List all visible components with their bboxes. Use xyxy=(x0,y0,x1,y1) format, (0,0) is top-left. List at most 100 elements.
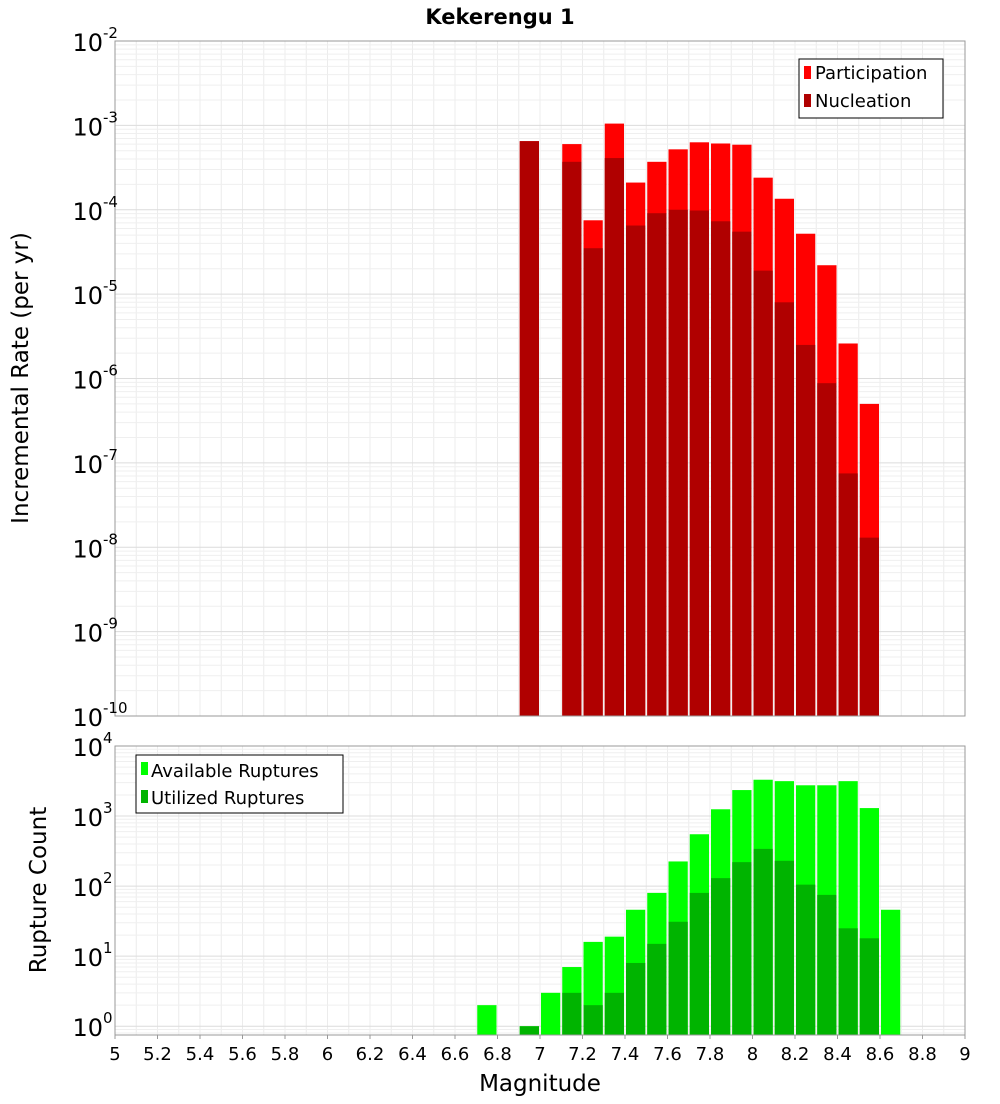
plot2-bar-utilized-ruptures xyxy=(668,921,688,1035)
ytick-exponent: -6 xyxy=(103,362,118,380)
legend-label-available: Available Ruptures xyxy=(151,761,319,782)
xtick-label: 6.2 xyxy=(356,1044,385,1065)
xtick-label: 7 xyxy=(534,1044,545,1065)
plot2-bar-utilized-ruptures xyxy=(711,878,731,1035)
ytick-base: 10 xyxy=(72,734,103,762)
plot2-bar-utilized-ruptures xyxy=(583,1005,603,1035)
xtick-label: 5.4 xyxy=(186,1044,215,1065)
plot2-bar-available-ruptures xyxy=(881,909,901,1035)
plot1-legend: Participation Nucleation xyxy=(798,58,944,119)
plot2-bar-utilized-ruptures xyxy=(604,992,624,1035)
legend-label-nucleation: Nucleation xyxy=(815,91,911,112)
plot1-bar-nucleation xyxy=(562,161,582,716)
plot1-ytick-label: 10 -9 xyxy=(72,615,118,648)
plot1-ytick-label: 10 -2 xyxy=(72,24,118,57)
xtick-label: 6.4 xyxy=(398,1044,427,1065)
ytick-exponent: 3 xyxy=(103,799,113,817)
ytick-base: 10 xyxy=(72,198,103,226)
plot1-bar-nucleation xyxy=(647,213,667,717)
ytick-exponent: 0 xyxy=(103,1009,113,1027)
ytick-base: 10 xyxy=(72,282,103,310)
xtick-label: 8.6 xyxy=(866,1044,895,1065)
ytick-exponent: -7 xyxy=(103,446,118,464)
ytick-exponent: -8 xyxy=(103,530,118,548)
plot2-ytick-label: 10 1 xyxy=(72,939,112,972)
plot2-bar-utilized-ruptures xyxy=(689,892,709,1035)
plot2-bar-utilized-ruptures xyxy=(562,992,582,1035)
plot2-bar-utilized-ruptures xyxy=(817,894,837,1035)
plot2-y-axis-label: Rupture Count xyxy=(26,807,52,973)
plot2-bar-utilized-ruptures xyxy=(838,928,858,1035)
xtick-label: 6.6 xyxy=(441,1044,470,1065)
plot1-bar-nucleation xyxy=(689,210,709,716)
plot2-bar-utilized-ruptures xyxy=(774,860,794,1035)
plot1-bar-nucleation xyxy=(604,158,624,716)
plot1-ytick-label: 10 -8 xyxy=(72,530,118,563)
plot2-legend-box xyxy=(135,754,344,814)
plot1-ytick-label: 10 -4 xyxy=(72,193,118,226)
plot2-ytick-label: 10 3 xyxy=(72,799,112,832)
xtick-label: 8.8 xyxy=(908,1044,937,1065)
plot1-bar-nucleation xyxy=(796,344,816,716)
legend-label-utilized: Utilized Ruptures xyxy=(151,788,304,809)
plot2-bar-utilized-ruptures xyxy=(753,848,773,1035)
plot1-ytick-label: 10 -7 xyxy=(72,446,118,479)
plot2-bar-utilized-ruptures xyxy=(626,962,646,1035)
xtick-label: 8 xyxy=(747,1044,758,1065)
plot1-legend-box xyxy=(798,58,944,119)
plot1-bar-nucleation xyxy=(732,231,752,716)
legend-swatch-available xyxy=(141,762,148,775)
ytick-base: 10 xyxy=(72,704,103,732)
plot1-ytick-label: 10 -5 xyxy=(72,277,118,310)
plot1-ytick-label: 10 -6 xyxy=(72,362,118,395)
ytick-exponent: -4 xyxy=(103,193,118,211)
ytick-base: 10 xyxy=(72,944,103,972)
plot1-bar-nucleation xyxy=(838,473,858,716)
plot1-frame xyxy=(114,40,966,717)
plot1-y-axis-label: Incremental Rate (per yr) xyxy=(8,232,34,524)
ytick-exponent: -9 xyxy=(103,615,118,633)
plot1-bar-nucleation xyxy=(519,141,539,717)
xtick-label: 8.4 xyxy=(823,1044,852,1065)
plot2-bar-utilized-ruptures xyxy=(647,943,667,1035)
legend-swatch-participation xyxy=(804,66,811,79)
plot2-ytick-label: 10 2 xyxy=(72,869,112,902)
xtick-label: 7.8 xyxy=(696,1044,725,1065)
plot2-bar-utilized-ruptures xyxy=(732,862,752,1035)
legend-swatch-nucleation xyxy=(804,94,811,107)
plot1-bar-nucleation xyxy=(626,225,646,716)
plot2-bar-available-ruptures xyxy=(541,992,561,1035)
ytick-exponent: 1 xyxy=(103,939,113,957)
ytick-base: 10 xyxy=(72,1014,103,1042)
ytick-base: 10 xyxy=(72,113,103,141)
ytick-base: 10 xyxy=(72,804,103,832)
plot2-legend: Available Ruptures Utilized Ruptures xyxy=(135,754,344,814)
ytick-exponent: -10 xyxy=(103,699,128,717)
xtick-label: 9 xyxy=(959,1044,970,1065)
plot1-bar-nucleation xyxy=(668,209,688,716)
ytick-base: 10 xyxy=(72,367,103,395)
plot1-bar-nucleation xyxy=(774,302,794,716)
plot2-ytick-label: 10 4 xyxy=(72,729,112,762)
ytick-base: 10 xyxy=(72,874,103,902)
ytick-base: 10 xyxy=(72,451,103,479)
xtick-label: 7.4 xyxy=(611,1044,640,1065)
plot1-bar-nucleation xyxy=(711,221,731,716)
xtick-label: 5.8 xyxy=(271,1044,300,1065)
plot1-bar-nucleation xyxy=(583,248,603,717)
ytick-base: 10 xyxy=(72,29,103,57)
xtick-label: 7.2 xyxy=(568,1044,597,1065)
xtick-label: 6.8 xyxy=(483,1044,512,1065)
plot2-ytick-label: 10 0 xyxy=(72,1009,112,1042)
ytick-exponent: -5 xyxy=(103,277,118,295)
legend-label-participation: Participation xyxy=(815,63,927,84)
plot1-bar-nucleation xyxy=(859,537,879,716)
ytick-exponent: -2 xyxy=(103,24,118,42)
legend-swatch-utilized xyxy=(141,790,148,803)
xtick-label: 5.2 xyxy=(143,1044,172,1065)
plot2-bar-utilized-ruptures xyxy=(519,1026,539,1035)
chart-title: Kekerengu 1 xyxy=(425,5,574,29)
plot1-ytick-label: 10 -10 xyxy=(72,699,127,732)
